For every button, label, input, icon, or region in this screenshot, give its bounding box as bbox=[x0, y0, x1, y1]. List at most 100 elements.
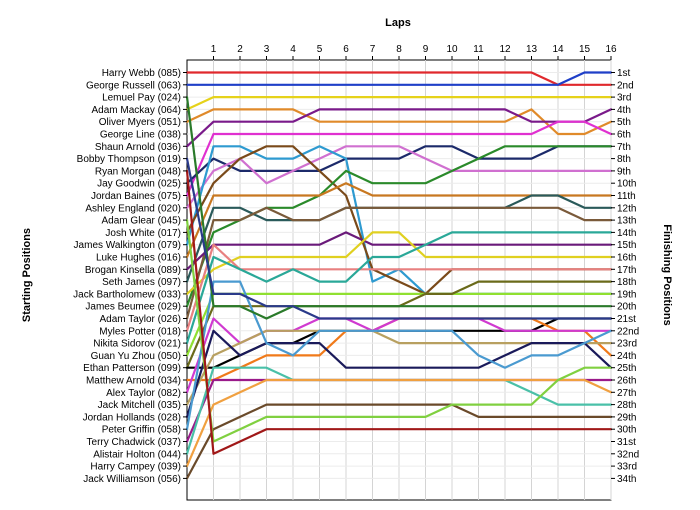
x-tick-label: 1 bbox=[211, 44, 217, 55]
x-tick-label: 16 bbox=[605, 44, 617, 55]
series-lines bbox=[185, 71, 613, 480]
driver-label: Jack Mitchell (035) bbox=[98, 400, 181, 411]
driver-label: Harry Webb (085) bbox=[102, 68, 181, 79]
driver-line bbox=[185, 243, 613, 332]
finish-label: 11th bbox=[617, 191, 636, 202]
driver-label: Terry Chadwick (037) bbox=[87, 437, 181, 448]
x-tick-label: 5 bbox=[317, 44, 323, 55]
driver-line bbox=[185, 108, 613, 148]
driver-line bbox=[185, 231, 613, 295]
driver-label: Adam Glear (045) bbox=[102, 216, 181, 227]
driver-label: Jack Bartholomew (033) bbox=[73, 289, 181, 300]
driver-label: Peter Griffin (058) bbox=[102, 425, 181, 436]
finish-label: 19th bbox=[617, 289, 636, 300]
driver-line bbox=[185, 206, 613, 320]
driver-label: Myles Potter (018) bbox=[99, 326, 181, 337]
x-tick-label: 6 bbox=[343, 44, 349, 55]
finish-label: 3rd bbox=[617, 93, 631, 104]
finish-label: 12th bbox=[617, 203, 636, 214]
finish-label: 23rd bbox=[617, 339, 637, 350]
driver-label: James Beumee (029) bbox=[85, 302, 181, 313]
finish-label: 14th bbox=[617, 228, 636, 239]
x-tick-label: 11 bbox=[473, 44, 484, 55]
driver-label: Josh White (017) bbox=[105, 228, 181, 239]
driver-label: Jack Williamson (056) bbox=[83, 474, 181, 485]
finish-label: 8th bbox=[617, 154, 631, 165]
finish-label: 16th bbox=[617, 253, 636, 264]
x-tick-label: 9 bbox=[423, 44, 429, 55]
driver-label: Matthew Arnold (034) bbox=[86, 376, 181, 387]
x-tick-label: 12 bbox=[499, 44, 511, 55]
x-axis-title: Laps bbox=[385, 17, 411, 29]
x-tick-label: 10 bbox=[446, 44, 458, 55]
driver-label: Jay Goodwin (025) bbox=[97, 179, 181, 190]
finish-label: 25th bbox=[617, 363, 636, 374]
y-axis-title-left: Starting Positions bbox=[21, 228, 33, 322]
x-tick-label: 8 bbox=[396, 44, 402, 55]
driver-line bbox=[185, 292, 613, 357]
driver-line bbox=[185, 169, 613, 455]
driver-label: Lemuel Pay (024) bbox=[102, 93, 181, 104]
finish-label: 13th bbox=[617, 216, 636, 227]
driver-label: Guan Yu Zhou (050) bbox=[91, 351, 181, 362]
driver-line bbox=[185, 108, 613, 136]
finish-label: 29th bbox=[617, 412, 636, 423]
driver-line bbox=[185, 219, 613, 443]
finish-label: 18th bbox=[617, 277, 636, 288]
driver-label: Adam Taylor (026) bbox=[99, 314, 181, 325]
x-tick-label: 14 bbox=[552, 44, 564, 55]
driver-line bbox=[185, 231, 613, 345]
finish-label: 7th bbox=[617, 142, 631, 153]
driver-line bbox=[185, 403, 613, 480]
driver-label: Alex Taylor (082) bbox=[106, 388, 181, 399]
finish-label: 27th bbox=[617, 388, 636, 399]
driver-line bbox=[185, 71, 613, 86]
finish-label: 6th bbox=[617, 130, 631, 141]
driver-line bbox=[185, 231, 613, 271]
driver-label: George Line (038) bbox=[100, 130, 181, 141]
y-axis-title-right: Finishing Positions bbox=[661, 224, 673, 325]
x-tick-label: 13 bbox=[526, 44, 538, 55]
finish-label: 2nd bbox=[617, 80, 634, 91]
driver-label: Jordan Baines (075) bbox=[91, 191, 181, 202]
driver-label: Shaun Arnold (036) bbox=[95, 142, 181, 153]
driver-line bbox=[185, 280, 613, 431]
driver-label: Nikita Sidorov (021) bbox=[93, 339, 181, 350]
finish-label: 32nd bbox=[617, 449, 639, 460]
finish-label: 33rd bbox=[617, 462, 637, 473]
finish-label: 22nd bbox=[617, 326, 639, 337]
finish-label: 15th bbox=[617, 240, 636, 251]
driver-label: George Russell (063) bbox=[86, 80, 181, 91]
driver-line bbox=[185, 71, 613, 86]
driver-label: James Walkington (079) bbox=[74, 240, 181, 251]
driver-line bbox=[185, 95, 613, 111]
finish-label: 17th bbox=[617, 265, 636, 276]
driver-label: Brogan Kinsella (089) bbox=[85, 265, 181, 276]
finish-label: 31st bbox=[617, 437, 636, 448]
finish-label: 28th bbox=[617, 400, 636, 411]
driver-label: Jordan Hollands (028) bbox=[83, 412, 181, 423]
x-tick-label: 2 bbox=[237, 44, 243, 55]
driver-label: Seth James (097) bbox=[102, 277, 181, 288]
driver-line bbox=[185, 145, 613, 209]
driver-label: Ashley England (020) bbox=[85, 203, 181, 214]
finish-label: 26th bbox=[617, 376, 636, 387]
driver-line bbox=[185, 157, 613, 320]
driver-label: Alistair Holton (044) bbox=[93, 449, 181, 460]
x-tick-label: 3 bbox=[264, 44, 270, 55]
driver-label: Oliver Myers (051) bbox=[99, 117, 181, 128]
finish-label: 5th bbox=[617, 117, 631, 128]
finish-label: 34th bbox=[617, 474, 636, 485]
x-tick-label: 7 bbox=[370, 44, 376, 55]
driver-line bbox=[185, 145, 613, 185]
finish-label: 24th bbox=[617, 351, 636, 362]
driver-line bbox=[185, 120, 613, 197]
driver-label: Bobby Thompson (019) bbox=[77, 154, 181, 165]
driver-line bbox=[185, 329, 613, 418]
driver-label: Adam Mackay (064) bbox=[92, 105, 181, 116]
x-tick-label: 15 bbox=[579, 44, 591, 55]
x-tick-label: 4 bbox=[290, 44, 296, 55]
finish-label: 20th bbox=[617, 302, 636, 313]
driver-label: Luke Hughes (016) bbox=[96, 253, 181, 264]
